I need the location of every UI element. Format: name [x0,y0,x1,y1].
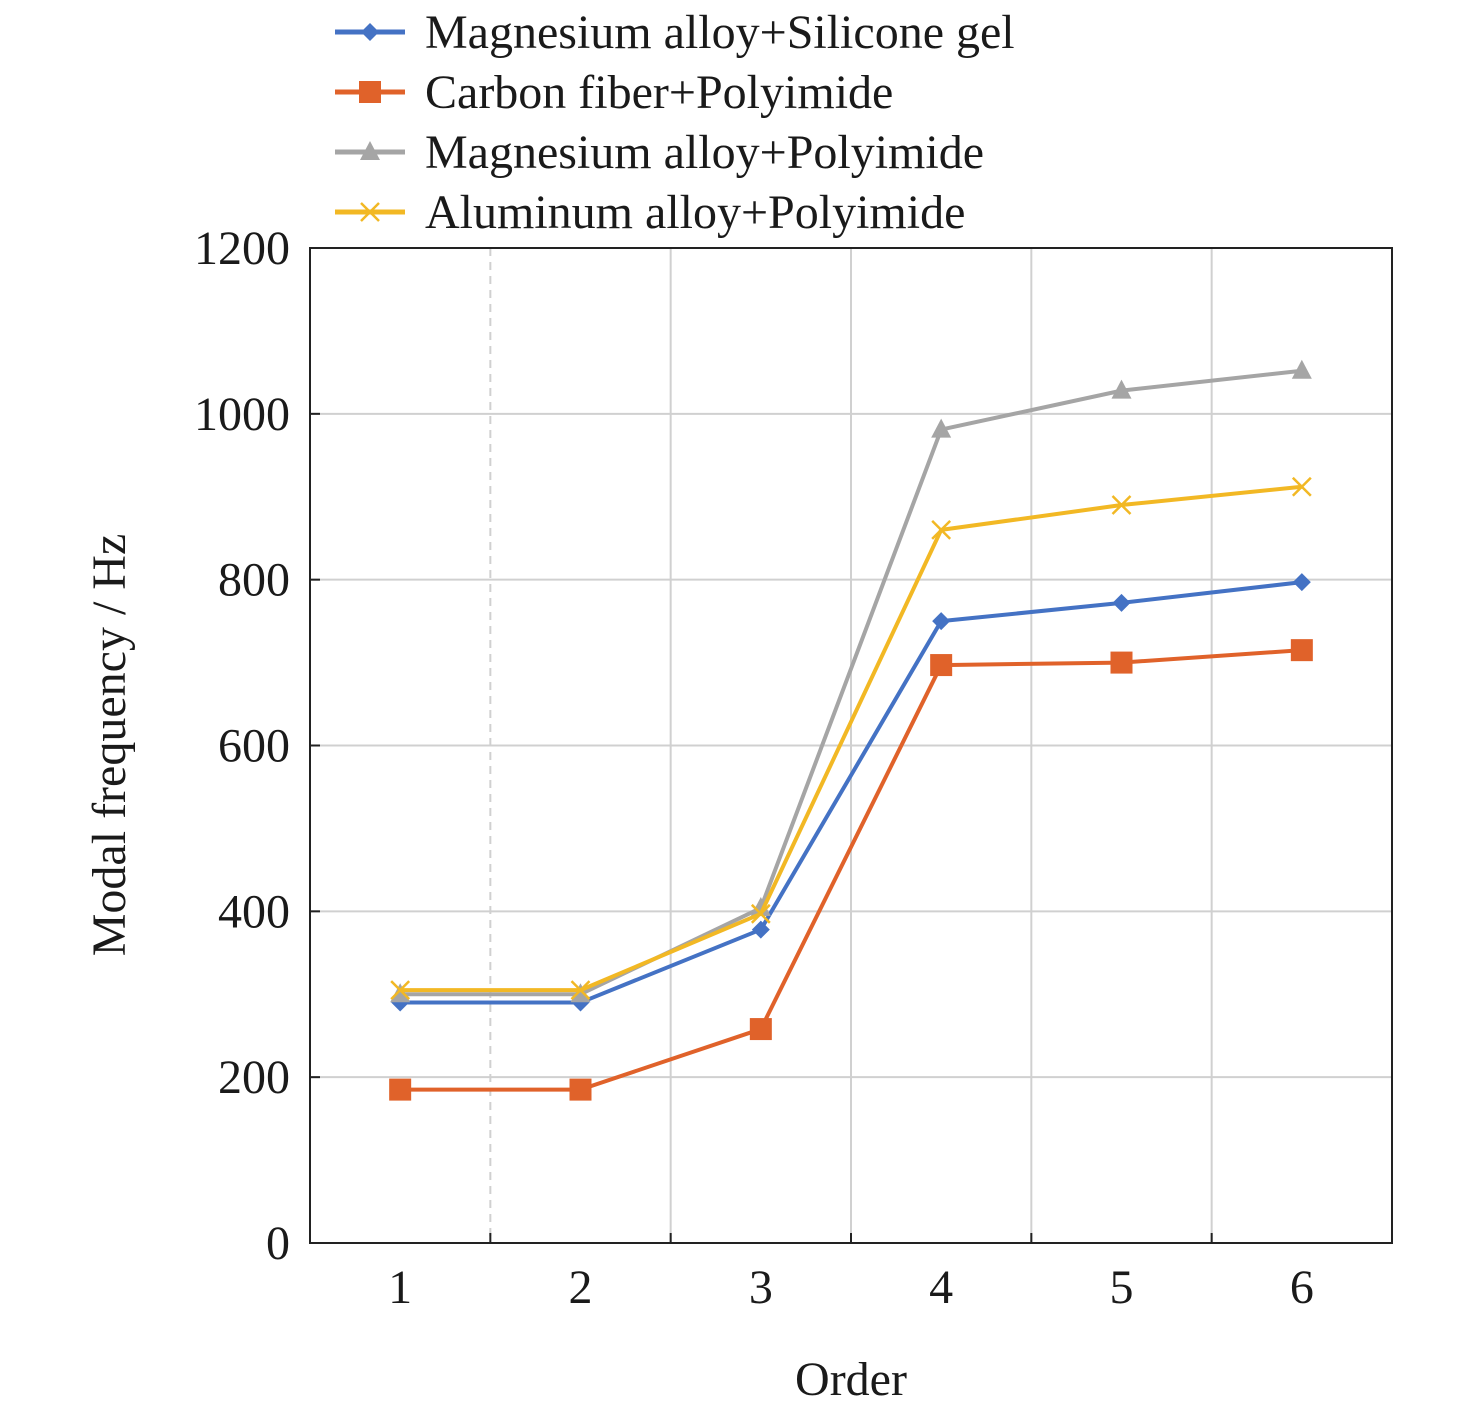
x-marker [1291,476,1312,497]
x-marker-stroke [1111,495,1132,515]
square-marker [930,654,953,677]
series-line [400,484,1303,993]
x-tick-label: 4 [929,1261,953,1314]
x-tick-label: 2 [569,1261,593,1314]
series-0 [391,573,1311,1012]
x-marker-stroke [931,520,952,540]
triangle-marker [570,983,591,1003]
square-marker [359,81,381,103]
diamond-marker [361,23,379,41]
y-axis-label: Modal frequency / Hz [83,534,136,957]
x-marker-stroke [390,980,411,1000]
x-marker [570,980,591,1000]
square-marker [389,1078,412,1101]
x-axis-label: Order [795,1353,907,1406]
triangle-marker [360,141,380,160]
square-marker [569,1078,592,1101]
y-tick-label: 200 [218,1051,290,1104]
square-marker [749,1018,772,1041]
series-1 [389,639,1313,1101]
series-line [400,368,1303,997]
triangle-marker [390,983,411,1003]
grid [310,248,1392,1243]
triangle-marker [931,418,952,438]
x-tick-label: 1 [388,1261,412,1314]
legend-label: Magnesium alloy+Silicone gel [425,6,1015,59]
series-line [400,580,1303,1005]
triangle-marker [750,897,771,917]
x-tick-label: 6 [1290,1261,1314,1314]
diamond-marker [932,612,951,631]
x-marker [390,980,411,1000]
series-line [400,648,1302,1092]
series-3 [390,476,1312,1000]
legend-item: Aluminum alloy+Polyimide [335,186,965,239]
x-tick-label: 3 [749,1261,773,1314]
series-2 [390,359,1312,1003]
x-marker-stroke [750,903,771,924]
y-tick-label: 400 [218,885,290,938]
y-tick-label: 600 [218,720,290,773]
x-marker [360,202,380,222]
y-tick-label: 1000 [194,388,290,441]
legend: Magnesium alloy+Silicone gel Carbon fiber… [335,6,1015,239]
diamond-marker [751,920,770,939]
y-tick-label: 0 [266,1217,290,1270]
x-marker-stroke [570,980,591,1000]
triangle-marker [1291,359,1312,379]
legend-item: Magnesium alloy+Silicone gel [335,6,1015,59]
legend-label: Aluminum alloy+Polyimide [425,186,965,239]
diamond-marker [1112,593,1131,612]
legend-label: Carbon fiber+Polyimide [425,66,893,119]
x-marker [1111,495,1132,515]
x-marker [931,520,952,540]
y-tick-label: 1200 [194,222,290,275]
legend-label: Magnesium alloy+Polyimide [425,126,984,179]
x-marker-stroke [1291,476,1312,497]
legend-item: Magnesium alloy+Polyimide [335,126,984,179]
series-group [389,359,1313,1101]
y-tick-label: 800 [218,554,290,607]
x-marker [750,903,771,924]
axis-ticks: 0 200 400 600 800 1000 1200 1 2 3 4 5 6 [194,222,1314,1314]
x-marker-stroke [360,202,380,222]
square-marker [1290,639,1313,662]
square-marker [1110,651,1133,674]
legend-item: Carbon fiber+Polyimide [335,66,893,119]
diamond-marker [1292,573,1311,592]
x-tick-label: 5 [1110,1261,1134,1314]
triangle-marker [1111,379,1132,399]
